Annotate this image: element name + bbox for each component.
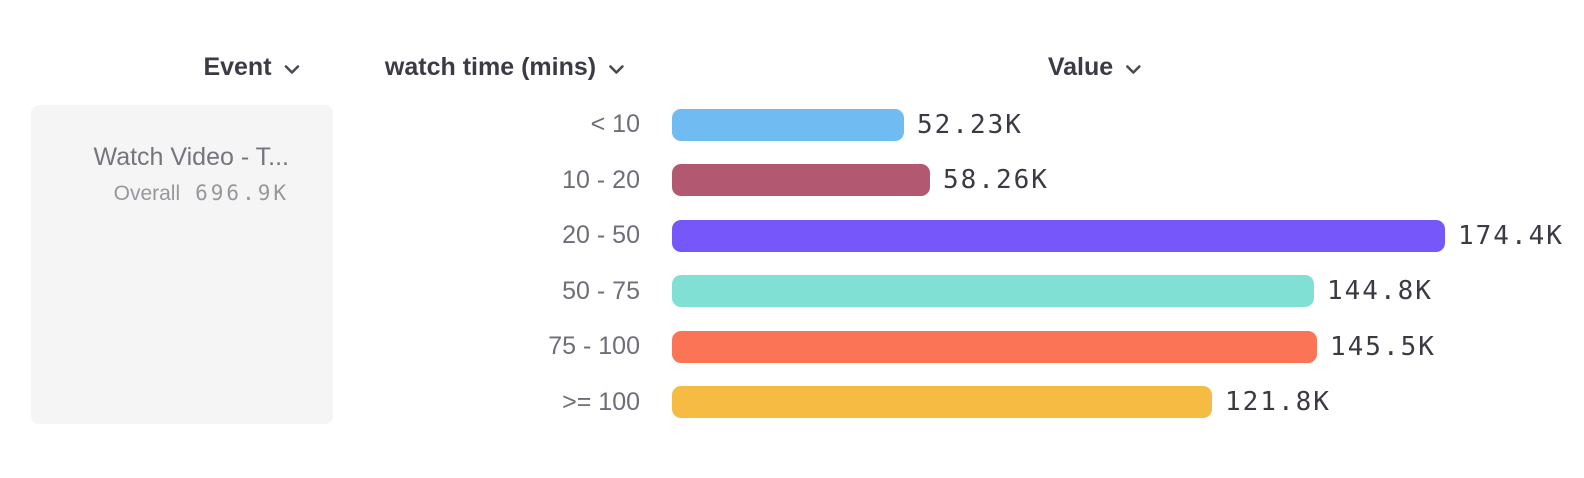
chart-row: 50 - 75 144.8K: [0, 264, 1584, 320]
bar-chart: < 10 52.23K 10 - 20 58.26K 20 - 50 174.4K 50 -…: [0, 97, 1584, 430]
chevron-down-icon: [609, 64, 624, 74]
chart-row: < 10 52.23K: [0, 97, 1584, 153]
chart-row: 75 - 100 145.5K: [0, 319, 1584, 375]
category-label: < 10: [590, 110, 640, 139]
value-label: 121.8K: [1225, 387, 1331, 418]
category-label: 10 - 20: [562, 165, 640, 194]
category-label: >= 100: [562, 387, 640, 416]
column-header-value-label: Value: [1047, 53, 1114, 81]
value-bar[interactable]: [672, 275, 1314, 308]
column-header-breakdown[interactable]: watch time (mins): [385, 53, 625, 82]
column-header-event[interactable]: Event: [203, 53, 300, 82]
value-label: 58.26K: [943, 165, 1049, 196]
value-label: 145.5K: [1330, 331, 1436, 362]
value-label: 174.4K: [1458, 220, 1564, 251]
chevron-down-icon: [284, 64, 300, 74]
value-label: 144.8K: [1327, 276, 1433, 307]
event-overall-row: Overall 696.9K: [114, 181, 289, 206]
chart-row: 20 - 50 174.4K: [0, 208, 1584, 264]
chart-row: >= 100 121.8K: [0, 375, 1584, 431]
overall-label: Overall: [113, 182, 181, 205]
value-bar[interactable]: [672, 219, 1445, 252]
chevron-down-icon: [1126, 64, 1141, 74]
column-header-event-label: Event: [203, 53, 272, 81]
event-card[interactable]: Watch Video - T... Overall 696.9K: [31, 105, 333, 424]
category-label: 75 - 100: [548, 332, 640, 361]
column-header-breakdown-label: watch time (mins): [384, 53, 597, 81]
value-label: 52.23K: [917, 109, 1023, 140]
column-header-value[interactable]: Value: [1048, 53, 1142, 82]
value-bar[interactable]: [672, 330, 1317, 363]
category-label: 20 - 50: [562, 221, 640, 250]
value-bar[interactable]: [672, 164, 930, 197]
overall-value: 696.9K: [195, 181, 289, 205]
chart-row: 10 - 20 58.26K: [0, 153, 1584, 209]
value-bar[interactable]: [672, 108, 904, 141]
category-label: 50 - 75: [562, 276, 640, 305]
event-name: Watch Video - T...: [93, 143, 289, 171]
value-bar[interactable]: [672, 386, 1212, 419]
